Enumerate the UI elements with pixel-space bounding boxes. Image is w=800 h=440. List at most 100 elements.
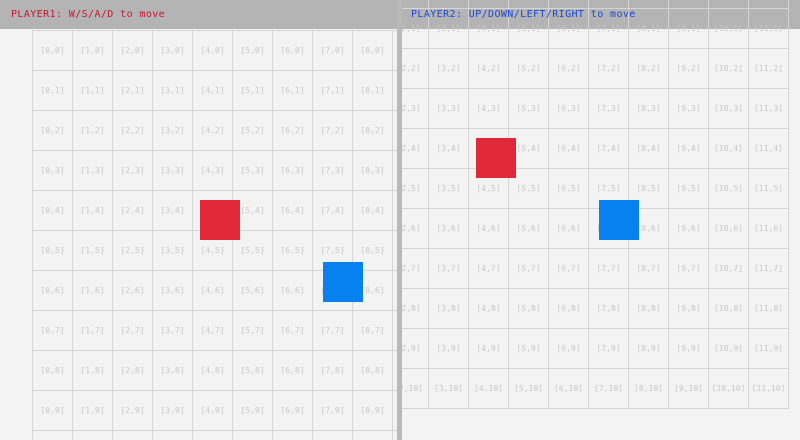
- grid-cell: [10,9]: [709, 329, 749, 369]
- player1-view[interactable]: [0,0] [1,0] [2,0] [3,0] [4,0] [5,0] [6,0] [7,0]…: [0, 0, 400, 440]
- grid-cell: [10,7]: [709, 249, 749, 289]
- grid-cell: [9,8]: [669, 289, 709, 329]
- grid-cell: [0,8]: [33, 351, 73, 391]
- grid-cell: [2,4]: [400, 129, 429, 169]
- grid-cell: [4,5]: [469, 169, 509, 209]
- grid-cell: [2,10]: [400, 369, 429, 409]
- grid-cell: [3,2]: [153, 111, 193, 151]
- grid-cell: [4,1]: [469, 9, 509, 49]
- grid-cell: [8,7]: [629, 249, 669, 289]
- grid-cell: [8,5]: [353, 231, 393, 271]
- grid-cell: [6,6]: [273, 271, 313, 311]
- grid-cell: [3,9]: [153, 391, 193, 431]
- player-blue-square: [599, 200, 639, 240]
- grid-cell: [8,8]: [629, 289, 669, 329]
- grid-cell: [2,2]: [113, 111, 153, 151]
- grid-cell: [2,10]: [113, 431, 153, 440]
- grid-cell: [8,4]: [353, 191, 393, 231]
- grid-cell: [1,9]: [73, 391, 113, 431]
- grid-cell: [6,2]: [273, 111, 313, 151]
- grid-cell: [9,9]: [669, 329, 709, 369]
- grid-cell: [8,0]: [353, 31, 393, 71]
- grid-cell: [1,4]: [73, 191, 113, 231]
- grid-cell: [6,3]: [273, 151, 313, 191]
- grid-cell: [8,9]: [353, 391, 393, 431]
- grid-cell: [1,2]: [73, 111, 113, 151]
- grid-cell: [1,0]: [73, 31, 113, 71]
- grid-cell: [1,8]: [73, 351, 113, 391]
- grid-cell: [5,5]: [233, 231, 273, 271]
- grid-cell: [6,10]: [549, 369, 589, 409]
- grid-cell: [7,9]: [313, 391, 353, 431]
- grid-cell: [5,4]: [509, 129, 549, 169]
- grid-cell: [8,2]: [353, 111, 393, 151]
- grid-cell: [8,10]: [353, 431, 393, 440]
- grid-cell: [7,7]: [589, 249, 629, 289]
- grid-cell: [2,0]: [113, 31, 153, 71]
- grid-cell: [7,4]: [589, 129, 629, 169]
- grid-cell: [0,1]: [33, 71, 73, 111]
- grid-cell: [6,4]: [549, 129, 589, 169]
- grid-cell: [7,2]: [313, 111, 353, 151]
- grid-cell: [2,8]: [400, 289, 429, 329]
- grid-cell: [9,0]: [669, 0, 709, 9]
- grid-cell: [2,1]: [400, 9, 429, 49]
- grid-cell: [11,1]: [749, 9, 789, 49]
- grid-cell: [4,1]: [193, 71, 233, 111]
- grid-cell: [9,9]: [393, 391, 400, 431]
- grid-cell: [6,9]: [273, 391, 313, 431]
- grid-cell: [5,0]: [233, 31, 273, 71]
- grid-cell: [6,8]: [273, 351, 313, 391]
- grid-cell: [2,3]: [113, 151, 153, 191]
- grid-cell: [4,8]: [193, 351, 233, 391]
- grid-cell: [5,2]: [509, 49, 549, 89]
- grid-cell: [4,8]: [469, 289, 509, 329]
- grid-cell: [4,3]: [193, 151, 233, 191]
- grid-cell: [11,0]: [749, 0, 789, 9]
- grid-cell: [1,5]: [73, 231, 113, 271]
- grid-cell: [0,6]: [33, 271, 73, 311]
- grid-cell: [3,2]: [429, 49, 469, 89]
- grid-cell: [10,0]: [709, 0, 749, 9]
- grid-cell: [4,6]: [193, 271, 233, 311]
- grid-cell: [11,4]: [749, 129, 789, 169]
- grid-cell: [11,7]: [749, 249, 789, 289]
- grid-cell: [9,3]: [669, 89, 709, 129]
- grid-cell: [2,2]: [400, 49, 429, 89]
- grid-cell: [4,3]: [469, 89, 509, 129]
- grid-cell: [4,9]: [193, 391, 233, 431]
- grid-cell: [5,10]: [233, 431, 273, 440]
- player2-view[interactable]: [0,0][1,0][2,0][3,0][4,0][5,0][6,0][7,0]…: [400, 0, 800, 440]
- grid-cell: [5,4]: [233, 191, 273, 231]
- grid-cell: [5,7]: [509, 249, 549, 289]
- grid-cell: [3,8]: [153, 351, 193, 391]
- grid-cell: [3,3]: [429, 89, 469, 129]
- grid-cell: [4,2]: [193, 111, 233, 151]
- grid-cell: [3,4]: [153, 191, 193, 231]
- grid-cell: [9,0]: [393, 31, 400, 71]
- grid-cell: [11,9]: [749, 329, 789, 369]
- grid-cell: [5,0]: [509, 0, 549, 9]
- grid-cell: [9,6]: [393, 271, 400, 311]
- grid-cell: [5,10]: [509, 369, 549, 409]
- player-red-square: [200, 200, 240, 240]
- grid-cell: [8,2]: [629, 49, 669, 89]
- grid-cell: [10,2]: [709, 49, 749, 89]
- grid-cell: [2,9]: [113, 391, 153, 431]
- grid-cell: [4,10]: [193, 431, 233, 440]
- grid-cell: [7,8]: [313, 351, 353, 391]
- grid-cell: [6,1]: [273, 71, 313, 111]
- grid-cell: [4,7]: [193, 311, 233, 351]
- grid-cell: [8,1]: [629, 9, 669, 49]
- grid-cell: [3,8]: [429, 289, 469, 329]
- grid-cell: [11,5]: [749, 169, 789, 209]
- grid-cell: [5,6]: [233, 271, 273, 311]
- grid-cell: [8,4]: [629, 129, 669, 169]
- player1-header-bar: [0, 0, 400, 29]
- grid-cell: [8,3]: [353, 151, 393, 191]
- grid-cell: [5,7]: [233, 311, 273, 351]
- grid-cell: [5,5]: [509, 169, 549, 209]
- grid-cell: [10,5]: [709, 169, 749, 209]
- grid-cell: [1,1]: [73, 71, 113, 111]
- grid-cell: [3,0]: [429, 0, 469, 9]
